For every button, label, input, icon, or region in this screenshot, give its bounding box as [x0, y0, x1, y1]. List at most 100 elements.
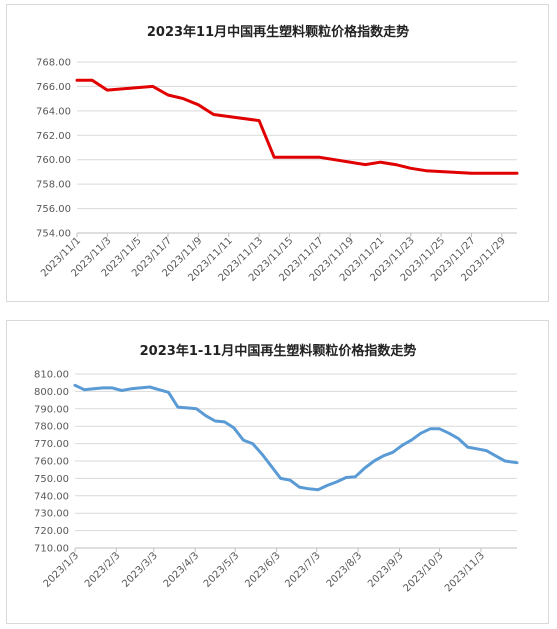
chart-card-november: 2023年11月中国再生塑料颗粒价格指数走势 768.00 766.00 764.0… [6, 4, 549, 302]
data-point [139, 387, 141, 389]
y-tick-label: 770.00 [34, 439, 69, 450]
y-tick-label: 758.00 [36, 180, 71, 191]
y-tick-label: 754.00 [36, 229, 71, 240]
data-point [102, 387, 104, 389]
data-point [130, 388, 132, 390]
data-point [242, 439, 244, 441]
y-tick-label: 720.00 [34, 526, 69, 537]
data-point [411, 439, 413, 441]
data-point [261, 453, 263, 455]
data-point [280, 477, 282, 479]
data-point [289, 479, 291, 481]
data-point [425, 170, 427, 172]
data-point [304, 156, 306, 158]
x-tick-label: 2023/10/3 [402, 550, 446, 594]
x-tick-label: 2023/7/3 [283, 550, 323, 590]
data-point [401, 444, 403, 446]
data-point [273, 156, 275, 158]
x-tick-label: 2023/2/3 [83, 550, 123, 590]
data-point [470, 172, 472, 174]
data-point [252, 443, 254, 445]
data-point [501, 172, 503, 174]
y-tick-label: 750.00 [34, 474, 69, 485]
data-point [317, 489, 319, 491]
data-point [224, 421, 226, 423]
y-tick-label: 800.00 [34, 387, 69, 398]
data-point [448, 432, 450, 434]
y-tick-label: 780.00 [34, 422, 69, 433]
x-tick-label: 2023/4/3 [162, 550, 202, 590]
y-tick-label: 710.00 [34, 544, 69, 555]
data-point [177, 406, 179, 408]
data-point [308, 488, 310, 490]
y-tick-label: 762.00 [36, 131, 71, 142]
data-point [121, 390, 123, 392]
y-tick-label: 810.00 [34, 370, 69, 381]
y-tick-label: 760.00 [36, 155, 71, 166]
data-point [167, 391, 169, 393]
jan-nov-price-index-chart: 2023年1-11月中国再生塑料颗粒价格指数走势 810.00 800.00 790… [34, 343, 519, 594]
y-tick-label: 790.00 [34, 404, 69, 415]
data-point [326, 484, 328, 486]
data-point [111, 387, 113, 389]
x-tick-label: 2023/1/3 [42, 550, 82, 590]
november-price-index-chart: 2023年11月中国再生塑料颗粒价格指数走势 768.00 766.00 764.0… [36, 24, 519, 284]
data-point [495, 455, 497, 457]
data-point [149, 386, 151, 388]
chart-card-jan-nov: 2023年1-11月中国再生塑料颗粒价格指数走势 810.00 800.00 790… [6, 320, 549, 624]
data-point [258, 120, 260, 122]
series-line [75, 78, 519, 175]
data-point [319, 156, 321, 158]
data-point [83, 389, 85, 391]
data-point [429, 428, 431, 430]
data-point [382, 455, 384, 457]
data-point [476, 448, 478, 450]
data-point [214, 420, 216, 422]
data-point [379, 161, 381, 163]
data-point [197, 104, 199, 106]
data-point [336, 481, 338, 483]
x-tick-label: 2023/8/3 [325, 550, 365, 590]
y-tick-label: 764.00 [36, 106, 71, 117]
data-point [158, 389, 160, 391]
data-point [152, 85, 154, 87]
data-point [186, 407, 188, 409]
y-tick-label: 756.00 [36, 204, 71, 215]
data-point [392, 451, 394, 453]
x-tick-label: 2023/5/3 [202, 550, 242, 590]
series-line [73, 383, 519, 492]
data-point [182, 98, 184, 100]
data-point [106, 89, 108, 91]
y-tick-label: 768.00 [36, 58, 71, 69]
data-point [233, 427, 235, 429]
x-tick-label: 2023/3/3 [120, 550, 160, 590]
data-point [364, 164, 366, 166]
data-point [167, 94, 169, 96]
data-point [395, 164, 397, 166]
data-point [457, 437, 459, 439]
y-tick-label: 760.00 [34, 457, 69, 468]
data-point [196, 408, 198, 410]
data-point [93, 388, 95, 390]
data-point [205, 415, 207, 417]
data-point [345, 477, 347, 479]
x-tick-label: 2023/9/3 [366, 550, 406, 590]
data-point [354, 476, 356, 478]
data-point [516, 172, 518, 174]
data-point [439, 428, 441, 430]
data-point [74, 384, 76, 386]
x-tick-label: 2023/11/3 [443, 550, 487, 594]
data-point [76, 79, 78, 81]
chart-title: 2023年1-11月中国再生塑料颗粒价格指数走势 [140, 343, 417, 359]
data-point [467, 446, 469, 448]
data-point [298, 486, 300, 488]
data-point [364, 467, 366, 469]
y-tick-label: 766.00 [36, 82, 71, 93]
data-point [91, 79, 93, 81]
data-point [516, 462, 518, 464]
data-point [270, 465, 272, 467]
y-tick-label: 730.00 [34, 509, 69, 520]
data-point [504, 460, 506, 462]
data-point [213, 114, 215, 116]
data-point [373, 460, 375, 462]
